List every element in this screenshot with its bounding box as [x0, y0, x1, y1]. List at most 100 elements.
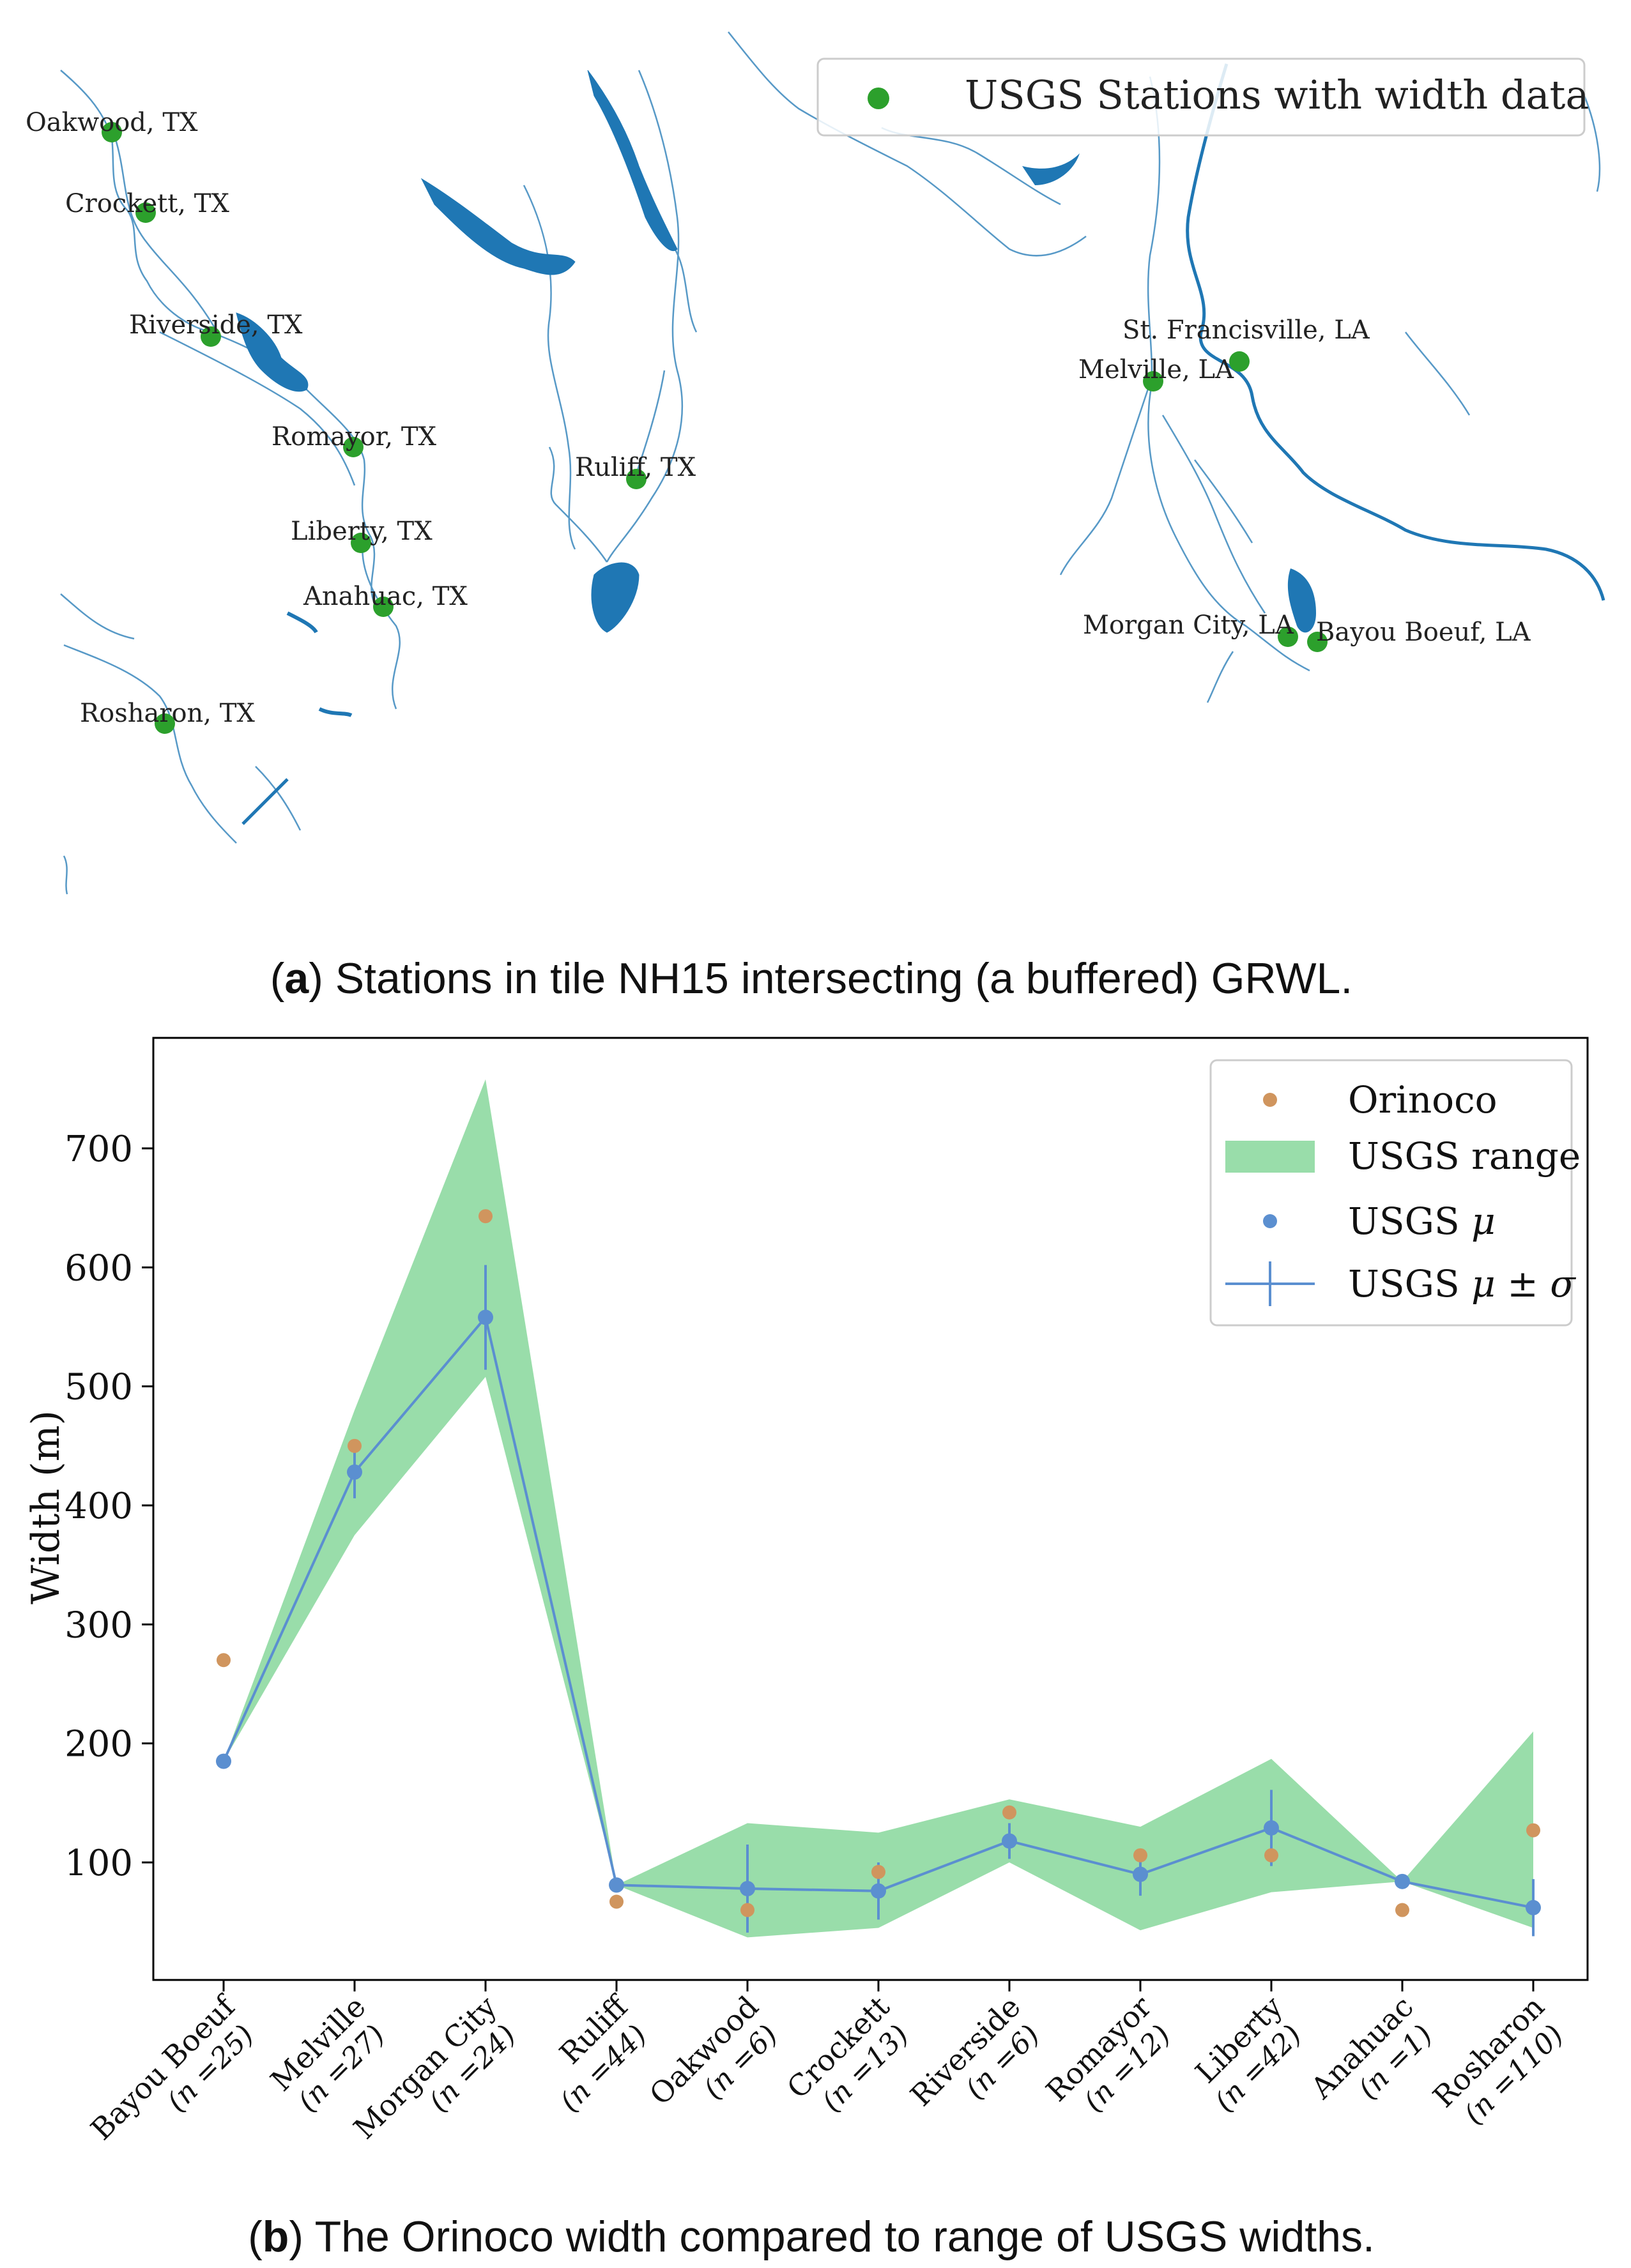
- x-tick-label: Rosharon(n =110): [1426, 1990, 1570, 2131]
- y-tick-label: 500: [65, 1367, 133, 1408]
- station-marker: [373, 597, 394, 617]
- station-marker: [1143, 371, 1163, 392]
- orinoco-point: [1395, 1903, 1409, 1917]
- texas-lakes: [236, 70, 678, 825]
- top-lake: [1022, 153, 1080, 185]
- x-tick-label: Bayou Boeuf(n =25): [84, 1988, 260, 2147]
- x-tick-label: Romayor(n =12): [1039, 1990, 1177, 2119]
- y-axis-label: Width (m): [24, 1410, 68, 1604]
- orinoco-point: [479, 1209, 493, 1224]
- y-tick-label: 300: [65, 1604, 133, 1646]
- x-tick-label: Anahuac(n =1): [1304, 1990, 1439, 2106]
- usgs-mean-point: [740, 1880, 755, 1896]
- orinoco-point: [1526, 1823, 1540, 1838]
- map-panel: USGS Stations with width data Oakwood, T…: [26, 31, 1605, 1003]
- x-axis: Bayou Boeuf(n =25) Melville(n =27)Morgan …: [84, 1980, 1570, 2147]
- x-tick-label: Ruliff(n =44): [553, 1988, 653, 2118]
- orinoco-point: [348, 1438, 362, 1453]
- legend-range-swatch: [1225, 1141, 1315, 1173]
- legend-orinoco-marker: [1263, 1093, 1277, 1107]
- station-label: Anahuac, TX: [303, 582, 468, 611]
- usgs-mean-point: [1395, 1873, 1410, 1889]
- chart-caption-text: ) The Orinoco width compared to range of…: [289, 2212, 1375, 2261]
- legend-mean-text: USGS: [1348, 1199, 1471, 1243]
- orinoco-point: [1133, 1848, 1147, 1862]
- orinoco-point: [1264, 1848, 1278, 1862]
- y-tick-label: 200: [65, 1724, 133, 1765]
- chart-caption: (b) The Orinoco width compared to range …: [248, 2212, 1375, 2261]
- orinoco-point: [217, 1653, 231, 1668]
- louisiana-rivers: [728, 31, 1601, 703]
- plot-area: [216, 1079, 1541, 1938]
- usgs-mean-point: [1264, 1820, 1279, 1836]
- mississippi-river: [1186, 63, 1605, 601]
- usgs-mean-point: [347, 1464, 362, 1480]
- chart-legend: Orinoco USGS range USGS μ USGS μ ± σ: [1209, 1059, 1581, 1327]
- y-axis: 100 200 300 400 500 600 700: [65, 1129, 153, 1884]
- legend-range-label: USGS range: [1348, 1134, 1581, 1178]
- station-marker: [343, 437, 364, 457]
- station-marker: [351, 533, 371, 553]
- usgs-mean-point: [871, 1883, 886, 1899]
- chart-legend-box: [1209, 1059, 1573, 1327]
- map-legend-marker: [868, 88, 889, 109]
- station-label: Bayou Boeuf, LA: [1316, 618, 1531, 647]
- station-marker: [155, 713, 175, 734]
- usgs-mean-point: [1002, 1833, 1017, 1849]
- usgs-mean-point: [216, 1753, 231, 1769]
- usgs-mean-point: [1526, 1899, 1541, 1915]
- legend-err-symbol: μ ± σ: [1471, 1262, 1576, 1305]
- orinoco-point: [609, 1894, 624, 1909]
- y-tick-label: 700: [65, 1129, 133, 1170]
- orinoco-point: [740, 1903, 754, 1917]
- map-legend: USGS Stations with width data: [816, 57, 1589, 137]
- x-tick-label: Riverside(n =6): [903, 1990, 1046, 2113]
- legend-mean-symbol: μ: [1471, 1199, 1496, 1243]
- x-tick-label: Liberty(n =42): [1189, 1990, 1308, 2119]
- orinoco-point: [1002, 1805, 1016, 1820]
- y-tick-label: 100: [65, 1843, 133, 1884]
- chart-caption-letter: b: [263, 2212, 289, 2261]
- x-tick-label: Oakwood(n =6): [643, 1990, 784, 2112]
- legend-err-label: USGS μ ± σ: [1348, 1262, 1576, 1305]
- plot-frame: [152, 1037, 1589, 1981]
- station-label: Riverside, TX: [129, 310, 303, 340]
- map-legend-label: USGS Stations with width data: [965, 72, 1589, 118]
- station-label: Morgan City, LA: [1083, 611, 1294, 640]
- usgs-mean-point: [1133, 1866, 1148, 1882]
- legend-mean-marker: [1263, 1214, 1277, 1228]
- station-label: St. Francisville, LA: [1122, 316, 1370, 345]
- station-label: Rosharon, TX: [80, 699, 255, 728]
- station-marker: [201, 326, 221, 347]
- station-label: Melville, LA: [1078, 355, 1234, 384]
- legend-orinoco-label: Orinoco: [1348, 1078, 1497, 1122]
- chart-panel: 100 200 300 400 500 600 700 Width (m) Bayou Bo…: [24, 1037, 1589, 2261]
- station-label: Romayor, TX: [272, 422, 436, 452]
- station-marker: [1229, 351, 1250, 372]
- map-caption-letter: a: [284, 954, 309, 1003]
- station-marker: [626, 469, 647, 489]
- station-marker: [102, 122, 122, 142]
- orinoco-point: [871, 1864, 885, 1879]
- map-caption-text: ) Stations in tile NH15 intersecting (a …: [309, 954, 1352, 1003]
- y-tick-label: 400: [65, 1486, 133, 1527]
- usgs-mean-point: [609, 1877, 624, 1893]
- station-label: Crockett, TX: [65, 189, 229, 218]
- station-markers: Oakwood, TX Crockett, TX Riverside, TX Roma…: [26, 108, 1531, 734]
- usgs-mean-point: [478, 1309, 493, 1325]
- x-tick-label: Crockett(n =13): [780, 1989, 915, 2118]
- station-marker: [1278, 627, 1298, 647]
- x-tick-label: Morgan City(n =24): [347, 1990, 523, 2146]
- station-label: Liberty, TX: [291, 517, 433, 546]
- station-marker: [1307, 632, 1328, 652]
- y-tick-label: 600: [65, 1247, 133, 1289]
- station-marker: [135, 202, 156, 223]
- atchafalaya-lake: [1287, 568, 1316, 633]
- legend-mean-label: USGS μ: [1348, 1199, 1496, 1243]
- map-legend-box: [816, 57, 1586, 137]
- map-caption: (a) Stations in tile NH15 intersecting (…: [270, 954, 1352, 1003]
- station-label: Ruliff, TX: [575, 453, 696, 482]
- station-label: Oakwood, TX: [26, 108, 198, 137]
- legend-err-text: USGS: [1348, 1262, 1471, 1305]
